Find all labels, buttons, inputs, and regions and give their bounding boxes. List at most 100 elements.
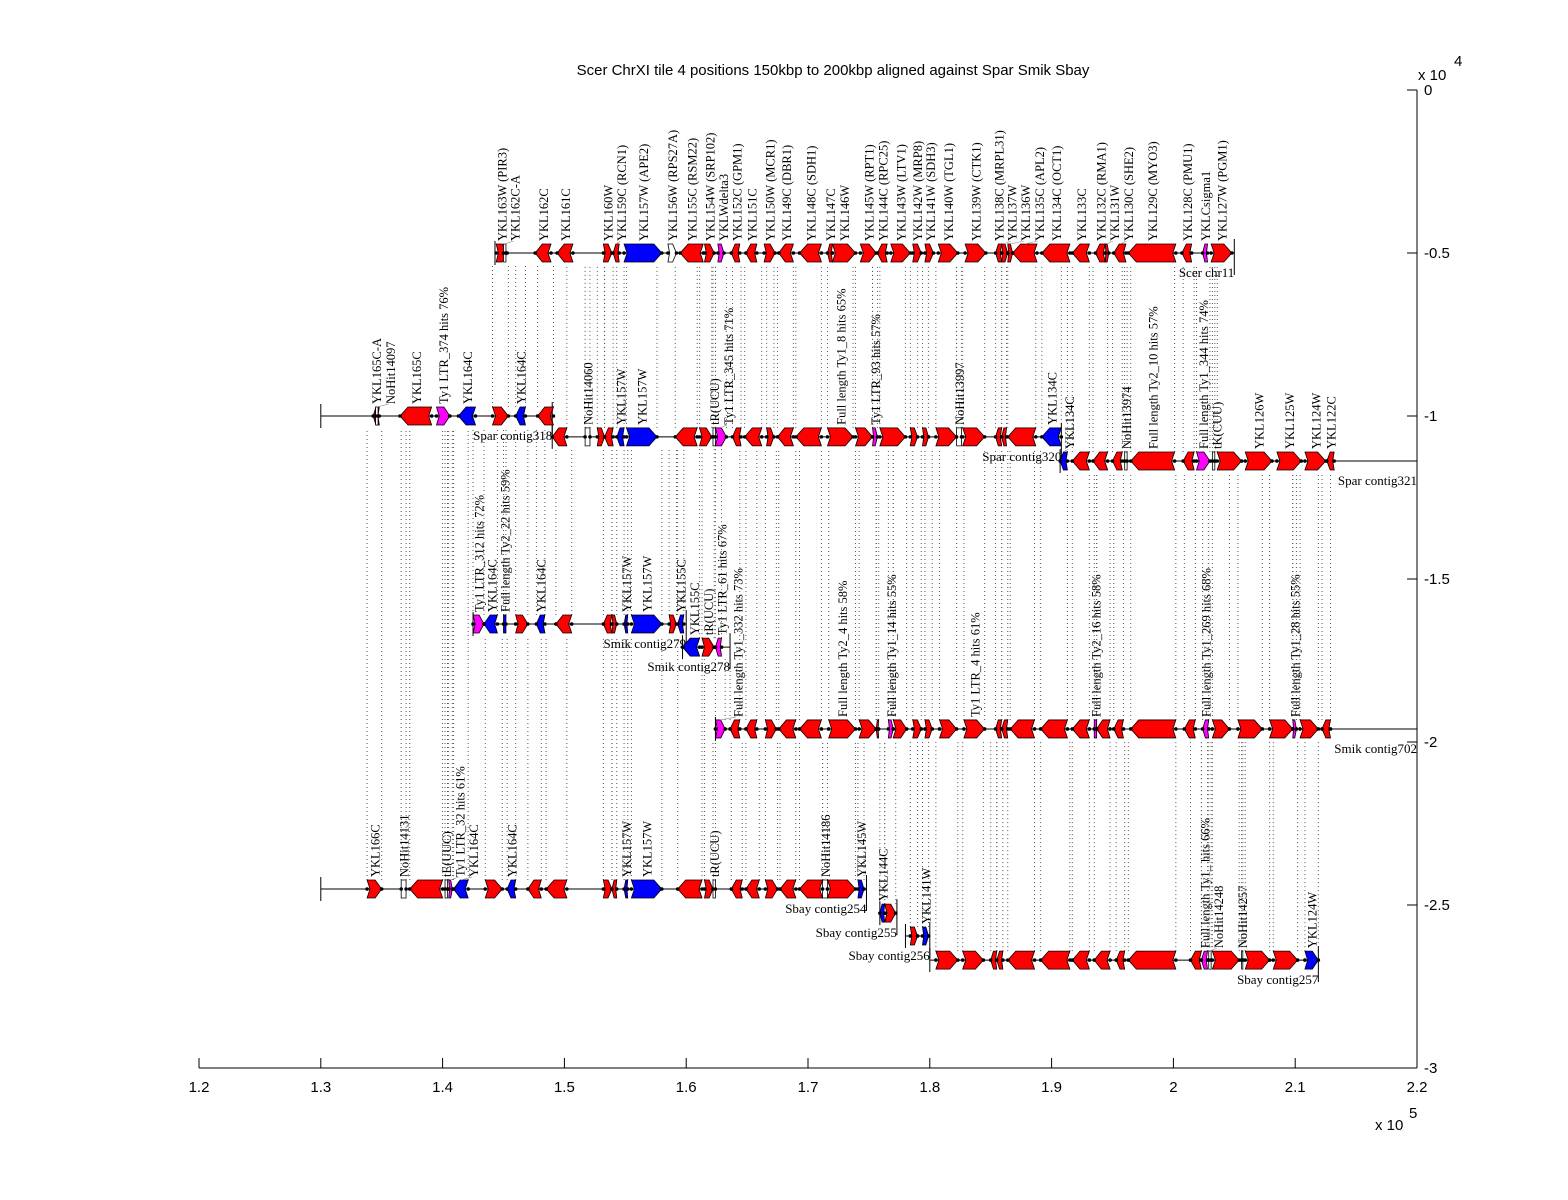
gene-label: YKL157W — [636, 368, 650, 424]
gene-endpoint — [1328, 727, 1333, 731]
gene-arrow — [1096, 719, 1111, 739]
y-tick-label: 0 — [1424, 82, 1432, 99]
gene-endpoint — [1298, 727, 1302, 731]
gene-label: YKL152C (GPM1) — [731, 143, 745, 241]
gene-arrow — [699, 427, 713, 447]
gene-label: YKL164C — [467, 824, 481, 877]
gene-endpoint — [713, 435, 718, 439]
gene-endpoint — [825, 251, 830, 255]
gene-endpoint — [773, 251, 777, 255]
gene-endpoint — [962, 727, 966, 731]
gene-arrow — [1012, 243, 1038, 263]
gene-label: Full length Ty1_269 hits 68% — [1200, 568, 1214, 717]
gene-endpoint — [1103, 251, 1107, 255]
gene-endpoint — [702, 887, 707, 891]
gene-label: YKL157W — [614, 368, 628, 424]
gene-endpoint — [742, 435, 747, 439]
gene-label: YKL134C — [1063, 396, 1077, 449]
gene-endpoint — [740, 887, 745, 891]
label-leader-line — [376, 403, 389, 408]
gene-label: YKL161C — [559, 188, 573, 241]
gene-endpoint — [1005, 435, 1010, 439]
gene-endpoint — [1316, 727, 1321, 731]
gene-endpoint — [853, 727, 858, 731]
gene-endpoint — [625, 622, 630, 626]
gene-endpoint — [1032, 958, 1037, 962]
gene-label: Ty1 LTR_4 hits 61% — [968, 612, 982, 717]
gene-endpoint — [926, 435, 931, 439]
gene-label: YKL124W — [1309, 393, 1323, 449]
gene-label: Ty1 LTR_345 hits 71% — [722, 308, 736, 425]
gene-arrow — [876, 243, 888, 263]
gene-endpoint — [1058, 459, 1062, 463]
gene-endpoint — [1199, 958, 1204, 962]
gene-endpoint — [1230, 251, 1234, 255]
gene-endpoint — [404, 887, 408, 891]
gene-endpoint — [728, 727, 732, 731]
x-tick-label: 1.5 — [554, 1079, 575, 1096]
gene-arrow — [778, 243, 794, 263]
gene-endpoint — [819, 435, 824, 439]
gene-endpoint — [551, 414, 556, 418]
gene-endpoint — [1332, 459, 1336, 463]
gene-endpoint — [857, 727, 861, 731]
gene-endpoint — [601, 622, 606, 626]
gene-endpoint — [797, 251, 802, 255]
gene-endpoint — [622, 887, 626, 891]
gene-arrow — [859, 243, 877, 263]
gene-arrow — [679, 243, 704, 263]
gene-label: YKL141W (SDH3) — [924, 142, 938, 241]
gene-endpoint — [448, 414, 452, 418]
gene-label: YKL127W (PGM1) — [1216, 140, 1230, 241]
gene-arrow — [1071, 243, 1090, 263]
label-leader-line — [460, 876, 472, 881]
gene-endpoint — [569, 622, 574, 626]
gene-endpoint — [930, 727, 935, 731]
gene-endpoint — [1087, 727, 1092, 731]
gene-endpoint — [1059, 435, 1064, 439]
gene-label: YKL134C — [1046, 372, 1060, 425]
gene-arrow — [1007, 427, 1037, 447]
gene-label: NoHit13997 — [953, 362, 967, 425]
gene-arrow — [745, 243, 758, 263]
gene-endpoint — [504, 251, 508, 255]
gene-endpoint — [1010, 251, 1015, 255]
gene-label: YKL157W — [620, 556, 634, 612]
x-exponent: 5 — [1409, 1105, 1417, 1122]
label-leader-line — [1010, 240, 1025, 245]
gene-arrow — [1127, 950, 1177, 970]
gene-arrow — [962, 950, 984, 970]
gene-endpoint — [702, 251, 707, 255]
gene-label: YKL133C — [1075, 188, 1089, 241]
gene-endpoint — [535, 414, 540, 418]
gene-arrow — [677, 879, 703, 899]
gene-endpoint — [550, 435, 555, 439]
x-tick-label: 2.1 — [1285, 1079, 1306, 1096]
gene-arrow — [778, 719, 797, 739]
gene-endpoint — [999, 435, 1004, 439]
label-leader-line — [1119, 240, 1127, 245]
gene-label: YKL132C (RMA1) — [1094, 142, 1108, 241]
gene-label: YKL139W (CTK1) — [969, 142, 983, 241]
label-leader-line — [450, 876, 459, 881]
gene-endpoint — [886, 727, 891, 731]
gene-endpoint — [915, 435, 920, 439]
gene-endpoint — [697, 435, 702, 439]
gene-endpoint — [934, 958, 938, 962]
gene-endpoint — [794, 887, 798, 891]
gene-endpoint — [1303, 958, 1307, 962]
gene-endpoint — [956, 251, 960, 255]
gene-arrow — [1211, 950, 1240, 970]
gene-arrow — [545, 879, 568, 899]
gene-endpoint — [713, 887, 718, 891]
gene-arrow — [1041, 243, 1071, 263]
gene-label: YKL157W — [620, 821, 634, 877]
gene-endpoint — [1189, 251, 1194, 255]
gene-endpoint — [1087, 251, 1092, 255]
gene-label: YKL143W (LTV1) — [895, 144, 909, 241]
label-leader-line — [1004, 240, 1011, 245]
gene-endpoint — [1122, 958, 1127, 962]
gene-arrow — [1093, 950, 1111, 970]
gene-arrow — [745, 719, 758, 739]
gene-endpoint — [825, 435, 830, 439]
